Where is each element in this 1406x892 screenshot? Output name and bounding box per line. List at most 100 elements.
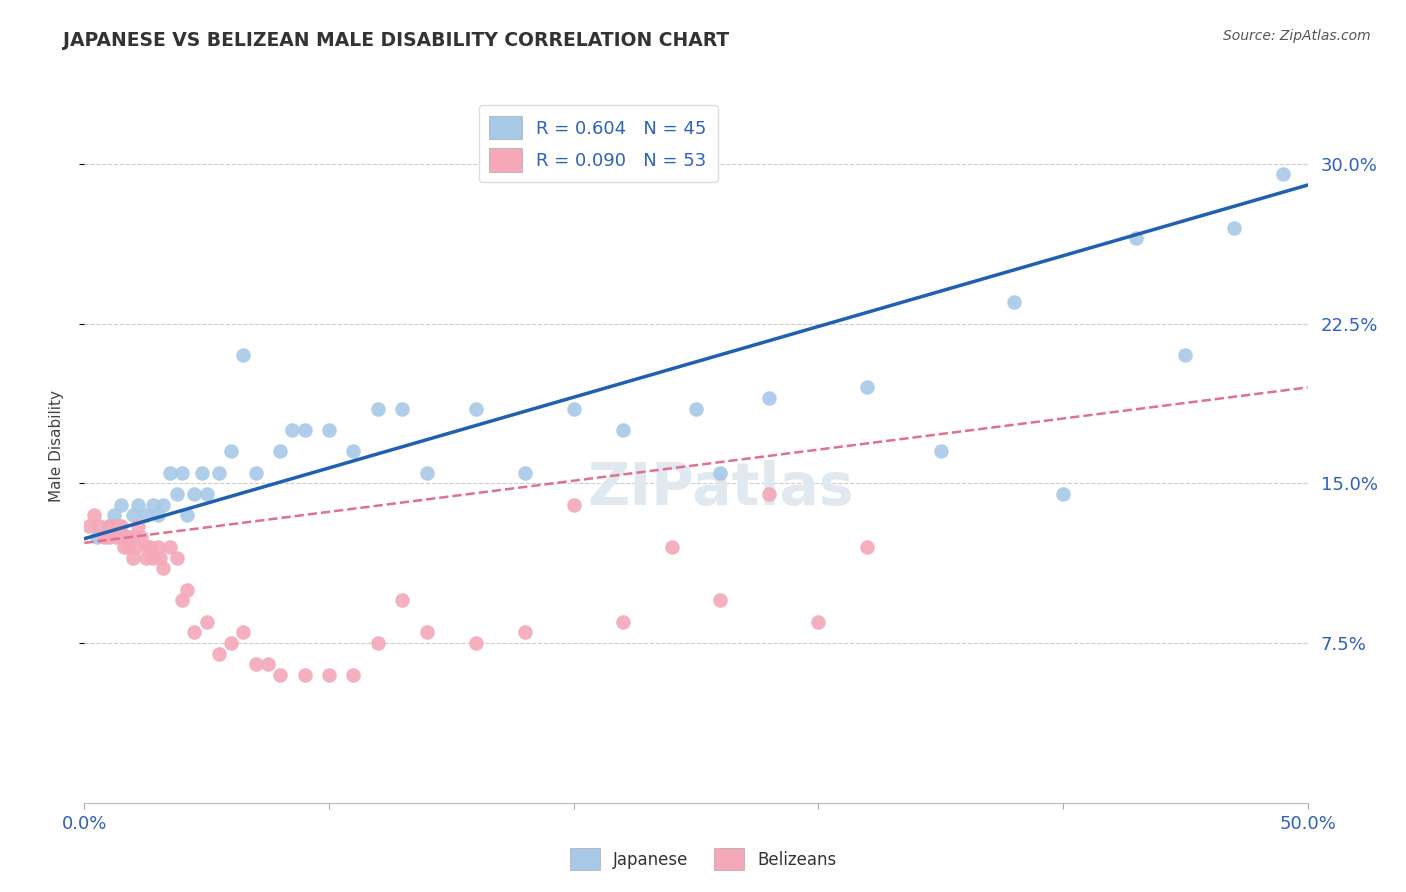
- Point: [257, 657, 280, 672]
- Point: [86, 529, 108, 543]
- Point: [152, 498, 174, 512]
- Point: [122, 508, 145, 523]
- Point: [464, 636, 486, 650]
- Point: [139, 540, 162, 554]
- Point: [149, 550, 172, 565]
- Point: [1223, 220, 1246, 235]
- Point: [146, 540, 169, 554]
- Point: [232, 625, 254, 640]
- Point: [93, 529, 115, 543]
- Point: [1125, 231, 1147, 245]
- Point: [166, 550, 188, 565]
- Legend: R = 0.604   N = 45, R = 0.090   N = 53: R = 0.604 N = 45, R = 0.090 N = 53: [478, 105, 717, 183]
- Point: [758, 391, 780, 405]
- Point: [219, 636, 242, 650]
- Text: ZIPatlas: ZIPatlas: [588, 460, 853, 517]
- Point: [110, 498, 132, 512]
- Point: [117, 529, 139, 543]
- Point: [183, 625, 205, 640]
- Point: [1052, 487, 1074, 501]
- Point: [856, 540, 879, 554]
- Point: [416, 466, 439, 480]
- Point: [97, 529, 120, 543]
- Point: [191, 466, 214, 480]
- Point: [110, 529, 132, 543]
- Point: [122, 550, 145, 565]
- Point: [513, 466, 536, 480]
- Point: [208, 466, 231, 480]
- Point: [513, 625, 536, 640]
- Point: [195, 487, 218, 501]
- Point: [135, 550, 157, 565]
- Point: [120, 529, 142, 543]
- Point: [856, 380, 879, 394]
- Point: [294, 668, 316, 682]
- Point: [294, 423, 316, 437]
- Point: [159, 540, 181, 554]
- Point: [709, 466, 731, 480]
- Point: [318, 423, 340, 437]
- Point: [245, 466, 267, 480]
- Point: [342, 668, 364, 682]
- Point: [208, 647, 231, 661]
- Point: [416, 625, 439, 640]
- Point: [367, 401, 389, 416]
- Point: [195, 615, 218, 629]
- Point: [125, 540, 148, 554]
- Point: [97, 519, 120, 533]
- Point: [107, 519, 129, 533]
- Point: [112, 540, 135, 554]
- Point: [83, 508, 105, 523]
- Point: [269, 444, 291, 458]
- Point: [135, 508, 157, 523]
- Point: [269, 668, 291, 682]
- Point: [77, 519, 100, 533]
- Text: Source: ZipAtlas.com: Source: ZipAtlas.com: [1223, 29, 1371, 43]
- Legend: Japanese, Belizeans: Japanese, Belizeans: [564, 842, 842, 877]
- Point: [709, 593, 731, 607]
- Point: [117, 540, 139, 554]
- Point: [661, 540, 683, 554]
- Point: [342, 444, 364, 458]
- Point: [1002, 295, 1025, 310]
- Point: [562, 498, 585, 512]
- Point: [97, 519, 120, 533]
- Point: [367, 636, 389, 650]
- Point: [1272, 168, 1295, 182]
- Point: [103, 519, 125, 533]
- Text: JAPANESE VS BELIZEAN MALE DISABILITY CORRELATION CHART: JAPANESE VS BELIZEAN MALE DISABILITY COR…: [63, 31, 730, 50]
- Point: [115, 529, 138, 543]
- Point: [129, 529, 152, 543]
- Point: [146, 508, 169, 523]
- Point: [127, 498, 149, 512]
- Point: [110, 519, 132, 533]
- Point: [232, 349, 254, 363]
- Point: [166, 487, 188, 501]
- Point: [127, 519, 149, 533]
- Point: [318, 668, 340, 682]
- Point: [929, 444, 952, 458]
- Point: [87, 519, 110, 533]
- Point: [176, 508, 198, 523]
- Point: [1174, 349, 1197, 363]
- Point: [245, 657, 267, 672]
- Point: [612, 615, 634, 629]
- Point: [142, 550, 165, 565]
- Point: [105, 529, 128, 543]
- Point: [172, 593, 194, 607]
- Point: [159, 466, 181, 480]
- Point: [176, 582, 198, 597]
- Point: [464, 401, 486, 416]
- Point: [758, 487, 780, 501]
- Point: [807, 615, 830, 629]
- Point: [612, 423, 634, 437]
- Point: [103, 508, 125, 523]
- Point: [219, 444, 242, 458]
- Point: [391, 401, 413, 416]
- Point: [172, 466, 194, 480]
- Point: [152, 561, 174, 575]
- Point: [183, 487, 205, 501]
- Point: [136, 540, 159, 554]
- Point: [562, 401, 585, 416]
- Point: [142, 498, 165, 512]
